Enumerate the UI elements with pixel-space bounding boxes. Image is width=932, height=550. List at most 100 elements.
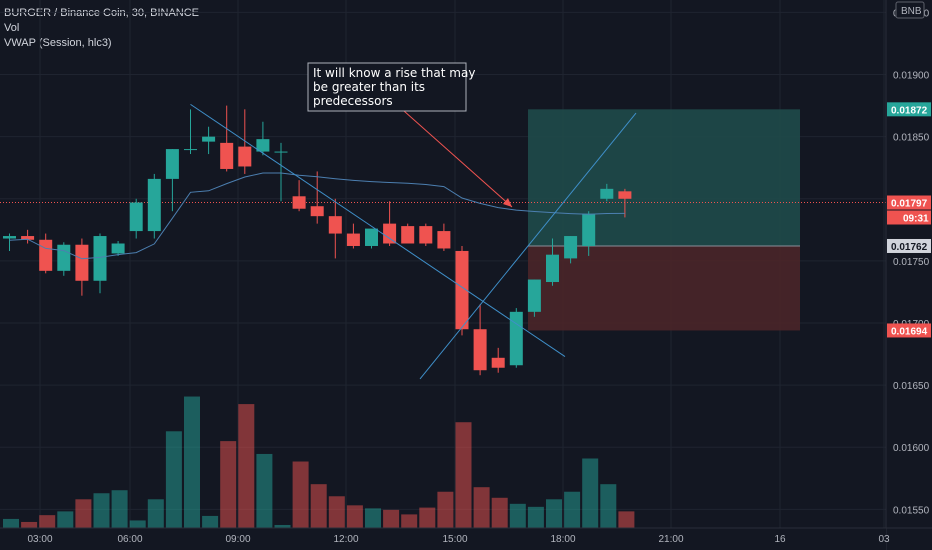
time-tick-label: 16 [774,534,786,545]
stop-zone [528,245,800,331]
time-tick-label: 09:00 [225,534,250,545]
chart-legend: BURGER / Binance Coin, 30, BINANCE Vol V… [4,6,199,51]
candle-body[interactable] [310,206,324,217]
vol-label: Vol [4,22,20,34]
candle-body[interactable] [220,142,234,169]
candle-body[interactable] [491,357,505,368]
candle-body[interactable] [93,236,107,281]
callout-arrow-head [503,198,512,207]
candle-body[interactable] [256,139,270,152]
candle-body[interactable] [328,216,342,234]
volume-bar [3,518,19,528]
callout-text-line: predecessors [313,94,393,108]
candle-body[interactable] [21,236,35,240]
time-tick-label: 12:00 [333,534,358,545]
candle-body[interactable] [147,178,161,232]
volume-bar [618,511,635,528]
volume-bar [473,487,490,528]
price-tag-label: 0.01872 [891,105,928,116]
volume-bar [600,484,617,528]
price-tag-target [887,102,931,117]
callout-arrow [403,110,513,208]
volume-bar [165,431,182,528]
candle-body[interactable] [202,136,216,142]
price-tick-label: 0.01600 [893,443,930,454]
candle-body[interactable] [437,231,451,249]
callout-text-line: be greater than its [313,80,425,94]
candle-body[interactable] [564,236,578,259]
candle-body[interactable] [57,244,71,271]
volume-bar [111,490,128,528]
volume-bar [527,506,544,528]
candle-body[interactable] [165,149,179,179]
volume-bar [93,493,110,528]
volume-bar [437,491,454,528]
volume-bar [292,461,309,528]
vwap-line [9,172,625,260]
volume-bar [455,422,472,528]
time-tick-label: 06:00 [117,534,142,545]
target-zone [528,109,800,246]
volume-bar [346,505,363,528]
price-tick-label: 0.01750 [893,257,930,268]
price-tag-label: 09:31 [903,214,929,225]
symbol-line: BURGER / Binance Coin, 30, BINANCE [4,7,200,19]
volume-bar [39,515,56,528]
price-tag-current [887,195,931,210]
volume-bar [564,491,581,528]
candle-body[interactable] [546,254,559,283]
volume-bar [328,496,345,528]
callout-text-line: It will know a rise that may [313,66,475,80]
volume-bar [419,507,436,528]
vwap-label: VWAP (Session, hlc3) [4,37,112,49]
volume-bar [129,520,146,528]
volume-bar [220,441,237,528]
candle-body[interactable] [383,223,397,244]
candle-body[interactable] [582,213,596,246]
candle-body[interactable] [3,236,16,239]
price-tick-label: 0.01550 [893,505,930,516]
candle-body[interactable] [527,279,541,312]
candle-body[interactable] [184,149,197,151]
candle-body[interactable] [111,243,125,254]
price-tick-label: 0.01850 [893,133,930,144]
volume-bar [401,514,418,528]
candle-body[interactable] [292,196,306,209]
volume-bar [184,396,200,528]
time-tick-label: 15:00 [442,534,467,545]
candle-body[interactable] [473,329,487,371]
price-tag-label: 0.01694 [891,326,928,337]
candle-body[interactable] [238,146,252,167]
price-tag-label: 0.01762 [891,242,928,253]
candle-body[interactable] [75,244,89,281]
volume-bar [310,484,327,528]
candle-body[interactable] [419,226,433,244]
candle-body[interactable] [129,202,143,232]
price-tick-label: 0.01900 [893,71,930,82]
price-tag-stop [887,323,931,338]
candle-body[interactable] [401,226,415,244]
candle-body[interactable] [600,188,614,199]
time-tick-label: 03:00 [27,534,52,545]
ascending-trendline [419,112,637,380]
time-axis-bg [0,528,886,550]
candle-body[interactable] [618,191,632,199]
descending-trendline [190,103,566,357]
time-tick-label: 21:00 [658,534,683,545]
candle-body[interactable] [455,250,469,330]
callout-box [307,62,467,112]
candle-body[interactable] [509,311,523,366]
price-tick-label: 0.01650 [893,381,930,392]
volume-bar [546,499,562,528]
volume-bar [274,524,291,528]
bnb-badge[interactable] [895,1,925,19]
candle-body[interactable] [346,233,360,246]
volume-bar [238,404,255,528]
volume-bar [582,458,599,528]
price-axis-bg [886,0,932,550]
candle-body[interactable] [365,228,378,246]
candle-body[interactable] [39,239,53,271]
candle-body[interactable] [274,151,288,153]
time-tick-label: 18:00 [550,534,575,545]
